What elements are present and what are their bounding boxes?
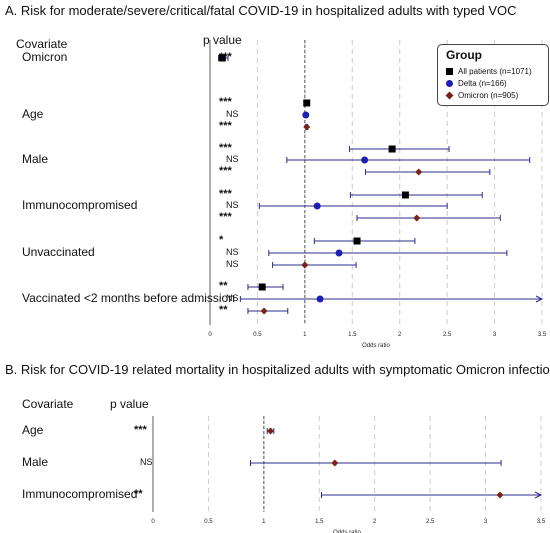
panel-a-x-axis-label: Odds ratio (362, 343, 390, 349)
panel-a-tick-label: 0.5 (253, 332, 262, 338)
panel-a-point-marker (302, 111, 310, 119)
panel-a-point-marker (218, 54, 226, 62)
panel-b-point-marker (267, 427, 275, 435)
legend-item-all-patients: All patients (n=1071) (446, 67, 532, 76)
panel-b-tick-label: 3.5 (537, 519, 546, 525)
panel-a-tick-label: 2 (398, 332, 402, 338)
p-value-label: NS (226, 293, 239, 303)
p-value-label: NS (226, 200, 239, 210)
covariate-label: Male (22, 455, 49, 469)
panel-b-tick-label: 1.5 (315, 519, 324, 525)
panel-a-point-marker (258, 283, 266, 291)
covariate-label: Omicron (22, 50, 68, 64)
panel-a-point-marker (361, 156, 369, 164)
covariate-label: Unvaccinated (22, 245, 95, 259)
panel-b-x-axis-label: Odds ratio (333, 530, 361, 533)
panel-a-point-marker (260, 307, 268, 315)
p-value-label: *** (134, 424, 147, 436)
panel-b-title: B. Risk for COVID-19 related mortality i… (5, 362, 550, 377)
covariate-label: Age (22, 107, 44, 121)
panel-b-tick-label: 1 (262, 519, 266, 525)
circle-marker-icon (446, 80, 453, 87)
panel-b-point-marker (496, 491, 504, 499)
p-value-label: ** (219, 280, 228, 292)
panel-b-pvalue-header: p value (110, 397, 149, 411)
p-value-label: NS (226, 259, 239, 269)
panel-b-tick-label: 3 (484, 519, 488, 525)
panel-a-point-marker (316, 295, 324, 303)
panel-b-tick-label: 0 (151, 519, 155, 525)
panel-b-tick-label: 0.5 (204, 519, 213, 525)
p-value-label: NS (226, 109, 239, 119)
panel-a-tick-label: 3.5 (538, 332, 547, 338)
panel-a-tick-label: 3 (493, 332, 497, 338)
covariate-label: Immunocompromised (22, 198, 138, 212)
panel-a-point-marker (303, 99, 311, 107)
panel-a-title: A. Risk for moderate/severe/critical/fat… (5, 3, 517, 18)
panel-a-point-marker (415, 168, 423, 176)
panel-a-tick-label: 1 (303, 332, 307, 338)
covariate-label: Male (22, 152, 49, 166)
p-value-label: *** (219, 211, 232, 223)
legend-title: Group (446, 48, 482, 62)
panel-a-point-marker (303, 123, 311, 131)
panel-a-point-marker (413, 214, 421, 222)
p-value-label: * (219, 234, 224, 246)
panel-b-point-marker (331, 459, 339, 467)
panel-a-tick-label: 2.5 (443, 332, 452, 338)
panel-a-tick-label: 0 (208, 332, 212, 338)
p-value-label: ** (134, 488, 143, 500)
p-value-label: NS (226, 247, 239, 257)
panel-a-point-marker (401, 191, 409, 199)
legend: Group All patients (n=1071) Delta (n=166… (437, 44, 549, 106)
covariate-label: Age (22, 423, 44, 437)
panel-b-tick-label: 2.5 (426, 519, 435, 525)
panel-a-point-marker (313, 202, 321, 210)
p-value-label: NS (226, 154, 239, 164)
p-value-label: NS (140, 457, 153, 467)
panel-a-point-marker (353, 237, 361, 245)
p-value-label: *** (219, 120, 232, 132)
p-value-label: *** (219, 96, 232, 108)
panel-b-tick-label: 2 (373, 519, 377, 525)
panel-a-entry-ci-arrow (535, 295, 544, 303)
p-value-label: *** (219, 142, 232, 154)
legend-item-delta: Delta (n=166) (446, 79, 507, 88)
panel-a-tick-label: 1.5 (348, 332, 357, 338)
covariate-label: Vaccinated <2 months before admission (22, 291, 235, 305)
panel-b-entry-ci-arrow (534, 491, 543, 499)
legend-item-omicron: Omicron (n=905) (445, 91, 518, 100)
panel-a-pvalue-header: p value (203, 33, 242, 47)
p-value-label: *** (219, 188, 232, 200)
panel-a-point-marker (335, 249, 343, 257)
panel-b-covariate-header: Covariate (22, 397, 74, 411)
p-value-label: *** (219, 165, 232, 177)
panel-a-point-marker (301, 261, 309, 269)
square-marker-icon (446, 68, 453, 75)
covariate-label: Immunocompromised (22, 487, 138, 501)
panel-a-covariate-header: Covariate (16, 37, 68, 51)
panel-a-point-marker (388, 145, 396, 153)
p-value-label: ** (219, 304, 228, 316)
